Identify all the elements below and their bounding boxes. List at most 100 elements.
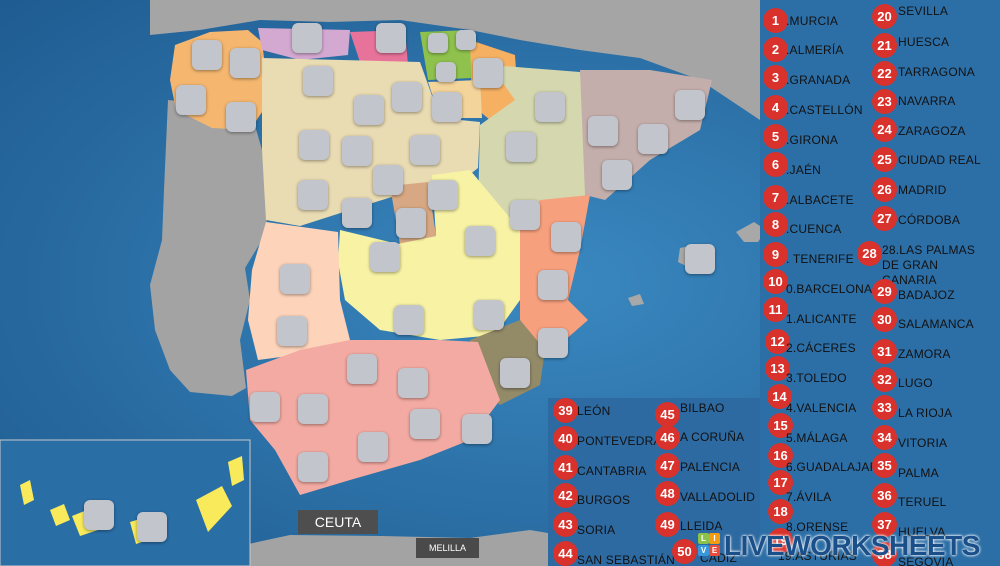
province-label[interactable]: SORIA [577,523,616,537]
province-label[interactable]: 4.VALENCIA [786,401,857,415]
province-label[interactable]: 0.BARCELONA [786,282,873,296]
drop-slot[interactable] [137,512,167,542]
number-badge[interactable]: 36 [872,483,897,508]
number-badge[interactable]: 5 [763,124,788,149]
number-badge[interactable]: 13 [765,356,790,381]
drop-slot[interactable] [506,132,536,162]
number-badge[interactable]: 29 [872,279,897,304]
province-label[interactable]: SEGOVIA [898,555,954,566]
province-label[interactable]: A CORUÑA [680,430,745,444]
drop-slot[interactable] [551,222,581,252]
drop-slot[interactable] [192,40,222,70]
number-badge[interactable]: 50 [672,539,697,564]
drop-slot[interactable] [396,208,426,238]
province-label[interactable]: LA RIOJA [898,406,953,420]
province-label[interactable]: 8.ORENSE [786,520,849,534]
province-label[interactable]: TERUEL [898,495,947,509]
province-label[interactable]: VALLADOLID [680,490,756,504]
number-badge[interactable]: 31 [872,339,897,364]
province-label[interactable]: SAN SEBASTIÁN [577,553,675,566]
number-badge[interactable]: 26 [872,177,897,202]
province-label[interactable]: 3.TOLEDO [786,371,847,385]
number-badge[interactable]: 46 [655,425,680,450]
drop-slot[interactable] [398,368,428,398]
number-badge[interactable]: 7 [763,185,788,210]
province-label[interactable]: BURGOS [577,493,631,507]
drop-slot[interactable] [373,165,403,195]
drop-slot[interactable] [500,358,530,388]
province-label[interactable]: 6.GUADALAJARA [786,460,887,474]
number-badge[interactable]: 8 [763,212,788,237]
number-badge[interactable]: 40 [553,426,578,451]
drop-slot[interactable] [250,392,280,422]
drop-slot[interactable] [462,414,492,444]
number-badge[interactable]: 22 [872,61,897,86]
number-badge[interactable]: 47 [655,453,680,478]
province-label[interactable]: .CASTELLÓN [786,103,863,117]
number-badge[interactable]: 23 [872,89,897,114]
province-label[interactable]: NAVARRA [898,94,956,108]
province-label[interactable]: 19.ASTURIAS [778,549,857,563]
drop-slot[interactable] [538,328,568,358]
drop-slot[interactable] [588,116,618,146]
number-badge[interactable]: 28 [857,241,882,266]
province-label[interactable]: ZARAGOZA [898,124,966,138]
drop-slot[interactable] [428,33,448,53]
province-label[interactable]: HUELVA [898,525,946,539]
drop-slot[interactable] [638,124,668,154]
number-badge[interactable]: 1 [763,8,788,33]
drop-slot[interactable] [465,226,495,256]
province-label[interactable]: HUESCA [898,35,950,49]
province-label[interactable]: 7.ÁVILA [786,490,832,504]
drop-slot[interactable] [298,452,328,482]
province-label[interactable]: .JAÉN [786,163,822,177]
province-label[interactable]: . TENERIFE [786,252,854,266]
number-badge[interactable]: 27 [872,206,897,231]
province-label[interactable]: LLEIDA [680,519,723,533]
province-label[interactable]: MADRID [898,183,947,197]
number-badge[interactable]: 38 [872,542,897,566]
number-badge[interactable]: 45 [655,402,680,427]
province-label[interactable]: LUGO [898,376,933,390]
drop-slot[interactable] [280,264,310,294]
drop-slot[interactable] [298,180,328,210]
drop-slot[interactable] [370,242,400,272]
number-badge[interactable]: 44 [553,541,578,566]
drop-slot[interactable] [354,95,384,125]
drop-slot[interactable] [347,354,377,384]
drop-slot[interactable] [675,90,705,120]
number-badge[interactable]: 21 [872,33,897,58]
drop-slot[interactable] [394,305,424,335]
number-badge[interactable]: 32 [872,367,897,392]
number-badge[interactable]: 24 [872,117,897,142]
drop-slot[interactable] [436,62,456,82]
province-label[interactable]: .GRANADA [786,73,851,87]
number-badge[interactable]: 39 [553,398,578,423]
province-label[interactable]: .GIRONA [786,133,839,147]
province-label[interactable]: 1.ALICANTE [786,312,857,326]
number-badge[interactable]: 35 [872,453,897,478]
province-label[interactable]: BADAJOZ [898,288,955,302]
number-badge[interactable]: 14 [767,384,792,409]
number-badge[interactable]: 37 [872,512,897,537]
number-badge[interactable]: 19 [768,528,793,553]
drop-slot[interactable] [358,432,388,462]
drop-slot[interactable] [473,58,503,88]
province-label[interactable]: PALENCIA [680,460,741,474]
province-label[interactable]: .CUENCA [786,222,842,236]
number-badge[interactable]: 18 [768,499,793,524]
number-badge[interactable]: 3 [763,65,788,90]
drop-slot[interactable] [292,23,322,53]
number-badge[interactable]: 43 [553,512,578,537]
province-label[interactable]: CIUDAD REAL [898,153,981,167]
drop-slot[interactable] [432,92,462,122]
province-label[interactable]: PONTEVEDRA [577,434,662,448]
number-badge[interactable]: 20 [872,4,897,29]
province-label[interactable]: .ALBACETE [786,193,854,207]
number-badge[interactable]: 2 [763,37,788,62]
number-badge[interactable]: 34 [872,425,897,450]
province-label[interactable]: ZAMORA [898,347,951,361]
drop-slot[interactable] [535,92,565,122]
province-label[interactable]: SALAMANCA [898,317,974,331]
province-label[interactable]: 2.CÁCERES [786,341,856,355]
